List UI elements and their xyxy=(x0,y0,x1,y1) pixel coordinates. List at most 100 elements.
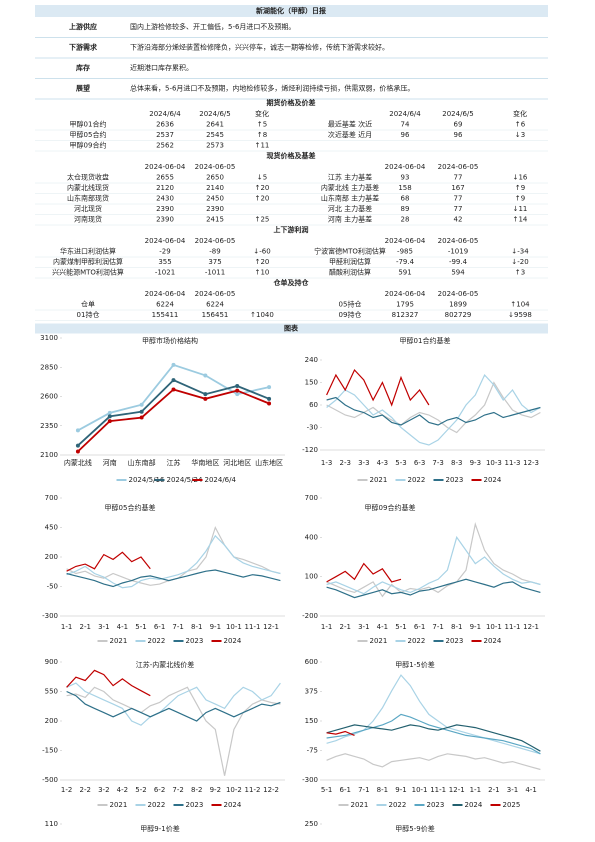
table-cell: 69 xyxy=(454,121,463,129)
y-tick-label: 2100 xyxy=(40,451,58,459)
series-line xyxy=(66,682,281,726)
table-cell: ↑10 xyxy=(255,269,270,277)
y-tick-label: -200 xyxy=(302,612,318,620)
y-tick-label: -30 xyxy=(307,424,318,432)
y-tick-label: 110 xyxy=(45,820,58,828)
y-tick-label: 2850 xyxy=(40,363,58,371)
table-cell: 山东南部 主力基差 xyxy=(321,194,379,203)
series-line xyxy=(326,368,430,407)
table-cell: 2650 xyxy=(206,174,224,182)
x-tick-label: 11-1 xyxy=(245,623,261,631)
table-cell: ↓5 xyxy=(257,174,267,182)
table-cell: 158 xyxy=(398,184,411,192)
x-tick-label: 2-3 xyxy=(340,459,351,467)
point xyxy=(171,378,176,383)
table-cell: 6224 xyxy=(206,301,224,309)
x-tick-label: 12-1 xyxy=(449,786,465,794)
x-tick-label: 4-3 xyxy=(377,459,388,467)
point xyxy=(107,419,112,424)
y-tick-label: 700 xyxy=(45,494,58,502)
x-tick-label: 7-3 xyxy=(432,459,443,467)
table-cell: 2562 xyxy=(156,142,174,150)
table-cell: 2390 xyxy=(206,205,224,213)
table-cell: ↑20 xyxy=(255,184,270,192)
legend-label: 2023 xyxy=(427,801,445,809)
series-line xyxy=(326,730,355,736)
y-tick-label: 2600 xyxy=(40,393,58,401)
point xyxy=(203,373,208,378)
column-header: 2024-06-04 xyxy=(385,237,426,245)
x-tick-label: 11-3 xyxy=(505,459,521,467)
x-tick-label: 7-1 xyxy=(358,786,369,794)
table-cell: 内蒙煤制甲醇利润估算 xyxy=(53,257,123,266)
y-tick-label: 700 xyxy=(305,494,318,502)
point xyxy=(107,414,112,419)
y-tick-label: 375 xyxy=(305,688,318,696)
x-tick-label: 9-2 xyxy=(210,786,221,794)
summary-text: 总体来看，5-6月进口不及预期，内地检修较多，烯烃利润持续亏损，供需双弱，价格承… xyxy=(130,84,414,93)
table-cell: ↓-34 xyxy=(511,248,529,256)
column-header: 2024/6/4 xyxy=(389,110,421,118)
x-tick-label: 7-1 xyxy=(172,623,183,631)
table-cell: 次近基差 近月 xyxy=(328,130,372,139)
x-tick-label: 3-3 xyxy=(358,459,369,467)
series-line xyxy=(66,669,151,697)
series-line xyxy=(66,551,151,572)
table-cell: ↑8 xyxy=(257,131,267,139)
chart-title: 甲醇01合约基差 xyxy=(400,336,451,345)
point xyxy=(139,415,144,420)
legend-label: 2022 xyxy=(408,637,426,645)
x-tick-label: 4-2 xyxy=(117,786,128,794)
x-tick-label: 10-1 xyxy=(412,786,428,794)
x-tick-label: 2-1 xyxy=(80,623,91,631)
table-cell: 甲醇01合约 xyxy=(70,120,107,129)
x-tick-label: 12-1 xyxy=(263,623,279,631)
table-cell: 河南现货 xyxy=(74,215,102,224)
series-line xyxy=(326,373,541,446)
legend-label: 2022 xyxy=(148,801,166,809)
table-cell: 6224 xyxy=(156,301,174,309)
x-tick-label: 9-1 xyxy=(395,786,406,794)
x-tick-label: 10-1 xyxy=(486,623,502,631)
point xyxy=(75,428,80,433)
series-line xyxy=(66,690,281,722)
table-cell: 2430 xyxy=(156,195,174,203)
x-tick-label: 山东南部 xyxy=(128,458,156,467)
table-cell: 甲醇09合约 xyxy=(70,141,107,150)
table-cell: 802729 xyxy=(445,311,472,319)
legend-label: 2024/6/4 xyxy=(205,476,237,484)
table-cell: ↓-20 xyxy=(511,258,528,266)
series-line xyxy=(326,562,402,583)
table-cell: 167 xyxy=(451,184,464,192)
x-tick-label: 5-1 xyxy=(395,623,406,631)
series-line xyxy=(326,578,541,599)
table-cell: 1795 xyxy=(396,301,414,309)
x-tick-label: 10-1 xyxy=(226,623,242,631)
table-cell: -1019 xyxy=(448,248,468,256)
legend-label: 2023 xyxy=(186,801,204,809)
table-cell: 2573 xyxy=(206,142,224,150)
legend-label: 2023 xyxy=(446,637,464,645)
column-header: 变化 xyxy=(513,109,527,118)
series-line xyxy=(326,396,541,426)
chart-title: 甲醇1-5价差 xyxy=(395,660,434,669)
series-line xyxy=(77,363,270,432)
table-cell: 内蒙北线现货 xyxy=(67,183,109,192)
legend-label: 2024/5/16 xyxy=(129,476,165,484)
point xyxy=(235,392,240,397)
x-tick-label: 4-1 xyxy=(525,786,536,794)
y-tick-label: -75 xyxy=(307,747,318,755)
table-cell: 河北 主力基差 xyxy=(328,204,372,213)
x-tick-label: 8-1 xyxy=(377,786,388,794)
table-cell: -1021 xyxy=(155,269,175,277)
table-cell: ↓16 xyxy=(513,174,528,182)
legend-label: 2022 xyxy=(389,801,407,809)
y-tick-label: 550 xyxy=(45,688,58,696)
series-line xyxy=(326,535,541,595)
table-cell: ↓11 xyxy=(513,205,528,213)
table-cell: -99.4 xyxy=(449,258,468,266)
column-header: 2024-06-05 xyxy=(438,290,479,298)
table-cell: -1011 xyxy=(205,269,225,277)
table-cell: 89 xyxy=(401,205,410,213)
column-header: 2024-06-05 xyxy=(195,163,236,171)
